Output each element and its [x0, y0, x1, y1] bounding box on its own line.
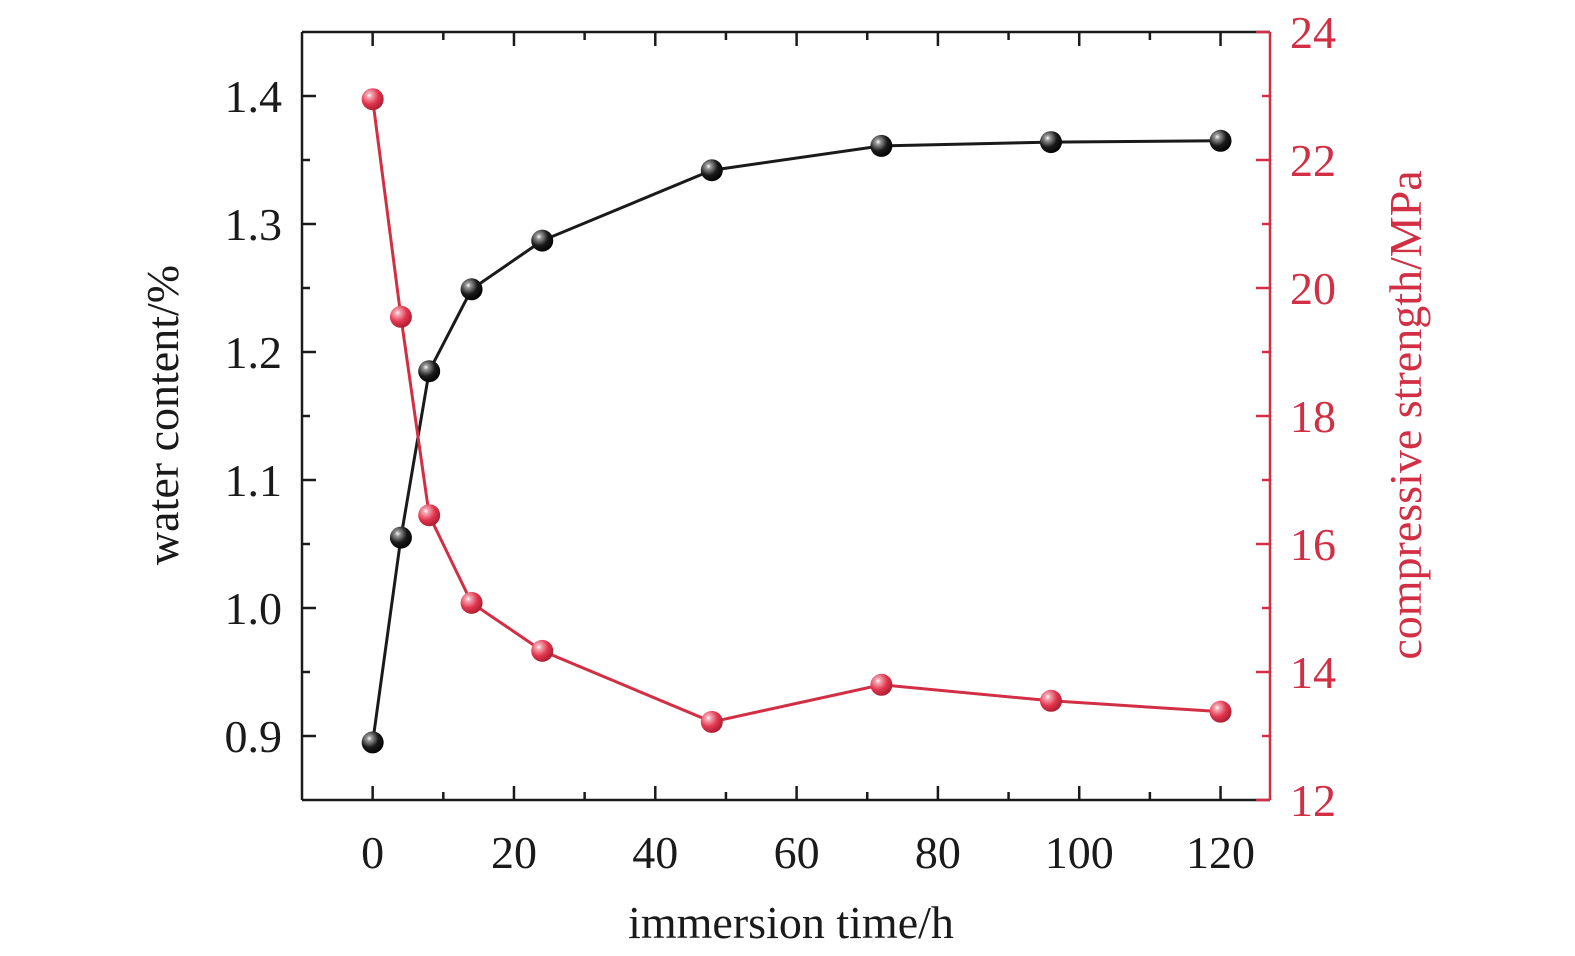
y-right-tick-label: 16 — [1290, 519, 1336, 570]
y-left-tick-label: 1.1 — [225, 455, 283, 506]
x-tick-label: 20 — [491, 827, 537, 878]
water-content-line — [371, 139, 1221, 743]
y-right-tick-label: 14 — [1290, 647, 1336, 698]
y-right-tick-label: 12 — [1290, 775, 1336, 826]
water-content-point — [870, 134, 893, 157]
compressive-strength-point — [361, 88, 384, 111]
y-right-tick-label: 20 — [1290, 263, 1336, 314]
water-content-point — [389, 526, 412, 549]
water-content-point — [1039, 131, 1062, 154]
tick-labels: 0 20 40 60 80 100 120 0.9 1.0 1.1 1.2 1.3 1.4 12 14 16 1… — [225, 7, 1337, 878]
water-content-point — [531, 229, 554, 252]
y-right-tick-label: 24 — [1290, 7, 1336, 58]
compressive-strength-point — [389, 305, 412, 328]
plot-frame — [300, 30, 1272, 802]
y-left-tick-label: 1.0 — [225, 583, 283, 634]
y-right-tick-label: 18 — [1290, 391, 1336, 442]
compressive-strength-point — [1209, 700, 1232, 723]
x-tick-label: 80 — [915, 827, 961, 878]
water-content-point — [361, 731, 384, 754]
water-content-point — [460, 278, 483, 301]
water-content-point — [1209, 129, 1232, 152]
series-markers — [361, 88, 1232, 754]
y-left-tick-label: 1.4 — [225, 71, 283, 122]
compressive-strength-point — [870, 673, 893, 696]
y-left-tick-label: 1.3 — [225, 199, 283, 250]
y-axis-title-right: compressive strength/MPa — [1380, 170, 1431, 659]
series-lines — [371, 99, 1221, 743]
x-tick-label: 100 — [1045, 827, 1114, 878]
x-tick-label: 120 — [1186, 827, 1255, 878]
x-axis-title: immersion time/h — [628, 897, 954, 948]
x-tick-label: 0 — [361, 827, 384, 878]
water-content-point — [700, 159, 723, 182]
compressive-strength-line — [371, 99, 1221, 724]
compressive-strength-point — [1039, 689, 1062, 712]
y-axis-title-left: water content/% — [137, 265, 188, 565]
compressive-strength-point — [418, 504, 441, 527]
compressive-strength-point — [531, 639, 554, 662]
y-left-tick-label: 1.2 — [225, 327, 283, 378]
axis-ticks — [302, 30, 1270, 802]
y-right-tick-label: 22 — [1290, 135, 1336, 186]
water-content-point — [418, 360, 441, 383]
x-tick-label: 60 — [774, 827, 820, 878]
compressive-strength-point — [700, 710, 723, 733]
compressive-strength-point — [460, 591, 483, 614]
x-tick-label: 40 — [632, 827, 678, 878]
y-left-tick-label: 0.9 — [225, 711, 283, 762]
